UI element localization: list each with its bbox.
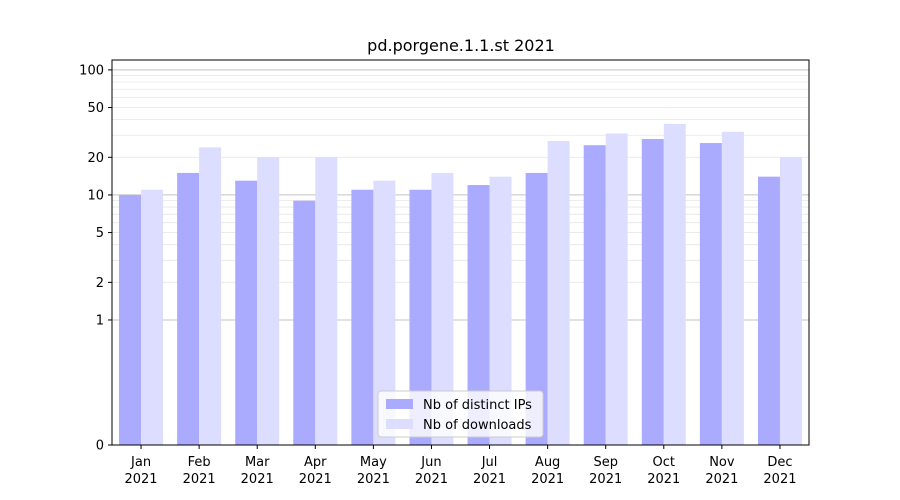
- bar-distinct-ips: [757, 176, 780, 445]
- y-tick-label: 20: [87, 151, 104, 166]
- y-tick-label: 1: [96, 313, 104, 328]
- x-tick-label: 2021: [531, 472, 564, 487]
- bar-downloads: [547, 140, 570, 445]
- y-tick-label: 5: [96, 226, 104, 241]
- x-tick-label: Apr: [304, 455, 327, 470]
- x-tick-label: 2021: [241, 472, 274, 487]
- bar-downloads: [431, 172, 454, 445]
- x-tick-label: May: [360, 455, 387, 470]
- bar-downloads: [199, 147, 222, 446]
- y-tick-label: 2: [96, 276, 104, 291]
- bar-downloads: [315, 157, 338, 445]
- x-tick-label: 2021: [415, 472, 448, 487]
- x-tick-label: 2021: [589, 472, 622, 487]
- x-tick-label: Dec: [767, 455, 792, 470]
- x-tick-label: 2021: [647, 472, 680, 487]
- bars: [119, 123, 802, 446]
- bar-downloads: [141, 189, 164, 445]
- bar-downloads: [605, 133, 628, 445]
- y-tick-label: 10: [87, 188, 104, 203]
- legend-swatch: [386, 399, 413, 409]
- bar-downloads: [373, 180, 396, 445]
- grid-lines: [112, 69, 809, 321]
- x-tick-label: 2021: [124, 472, 157, 487]
- bar-distinct-ips: [525, 172, 548, 445]
- x-tick-label: Jul: [481, 455, 498, 470]
- axes: 0 1 2 5 10 20 50 100 Jan 2021 Feb 2021 Mar 2021 Apr 202…: [79, 59, 810, 487]
- legend-box: [377, 390, 544, 438]
- bar-distinct-ips: [177, 172, 200, 445]
- x-tick-label: Feb: [188, 455, 211, 470]
- x-tick-label: Jan: [130, 455, 151, 470]
- legend-swatch: [386, 419, 413, 429]
- bar-downloads: [721, 131, 744, 445]
- bar-downloads: [489, 176, 512, 445]
- y-tick-label: 100: [79, 63, 104, 78]
- bar-distinct-ips: [119, 194, 142, 445]
- x-tick-label: Aug: [535, 455, 560, 470]
- legend-label: Nb of downloads: [423, 418, 532, 433]
- bar-distinct-ips: [351, 189, 374, 445]
- x-tick-label: 2021: [357, 472, 390, 487]
- x-tick-label: Sep: [593, 455, 618, 470]
- x-tick-label: Nov: [709, 455, 735, 470]
- y-tick-label: 0: [96, 439, 104, 454]
- x-tick-label: 2021: [299, 472, 332, 487]
- x-tick-label: 2021: [763, 472, 796, 487]
- bar-downloads: [257, 157, 280, 445]
- chart-title: pd.porgene.1.1.st 2021: [367, 36, 555, 55]
- bar-distinct-ips: [699, 143, 722, 445]
- bar-distinct-ips: [641, 139, 664, 445]
- bar-distinct-ips: [235, 180, 258, 445]
- x-tick-label: 2021: [183, 472, 216, 487]
- bar-distinct-ips: [409, 189, 432, 445]
- plot-frame: [111, 59, 810, 446]
- y-tick-label: 50: [87, 101, 104, 116]
- x-tick-label: Jun: [420, 455, 441, 470]
- x-tick-label: Oct: [653, 455, 675, 470]
- legend: Nb of distinct IPs Nb of downloads: [377, 390, 544, 438]
- x-tick-label: 2021: [705, 472, 738, 487]
- bar-downloads: [779, 157, 802, 445]
- bar-distinct-ips: [467, 185, 490, 445]
- bar-distinct-ips: [583, 145, 606, 445]
- legend-label: Nb of distinct IPs: [423, 398, 532, 413]
- x-tick-label: Mar: [245, 455, 270, 470]
- bar-downloads: [663, 123, 686, 445]
- bar-distinct-ips: [293, 200, 316, 445]
- x-tick-label: 2021: [473, 472, 506, 487]
